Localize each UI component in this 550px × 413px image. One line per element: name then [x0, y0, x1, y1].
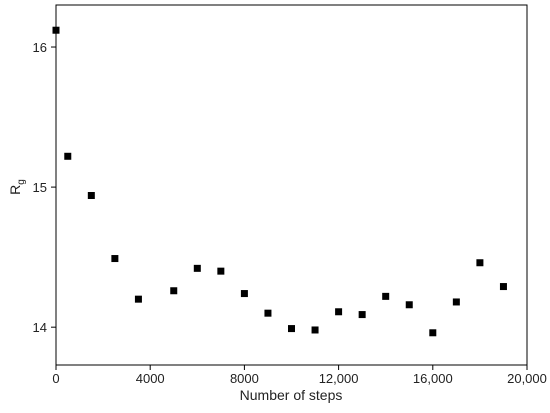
- x-tick-label: 12,000: [319, 371, 359, 386]
- y-tick-label: 16: [33, 40, 47, 55]
- point: [170, 287, 178, 295]
- point: [264, 309, 272, 317]
- x-axis-label: Number of steps: [240, 387, 343, 403]
- point: [64, 152, 72, 160]
- y-tick-label: 15: [33, 180, 47, 195]
- x-tick-label: 4000: [136, 371, 165, 386]
- point: [382, 292, 390, 300]
- y-axis-label-subscript: g: [16, 179, 27, 185]
- x-tick-label: 20,000: [507, 371, 547, 386]
- point: [134, 295, 142, 303]
- point: [111, 255, 119, 263]
- point: [52, 26, 60, 34]
- y-tick-label: 14: [33, 320, 47, 335]
- point: [358, 311, 366, 319]
- x-tick-label: 0: [52, 371, 59, 386]
- point: [405, 301, 413, 309]
- point: [499, 283, 507, 291]
- point: [240, 290, 248, 298]
- y-axis-label: Rg: [7, 179, 27, 195]
- point: [288, 325, 295, 333]
- point: [87, 192, 95, 200]
- point: [476, 259, 484, 267]
- point: [217, 267, 225, 275]
- point: [193, 264, 201, 272]
- y-axis-label-main: R: [7, 185, 23, 195]
- point: [452, 298, 460, 306]
- x-tick-label: 8000: [230, 371, 259, 386]
- point: [429, 329, 437, 337]
- point: [311, 326, 319, 334]
- x-tick-label: 16,000: [413, 371, 453, 386]
- point: [335, 308, 343, 316]
- plot-frame: [55, 4, 528, 366]
